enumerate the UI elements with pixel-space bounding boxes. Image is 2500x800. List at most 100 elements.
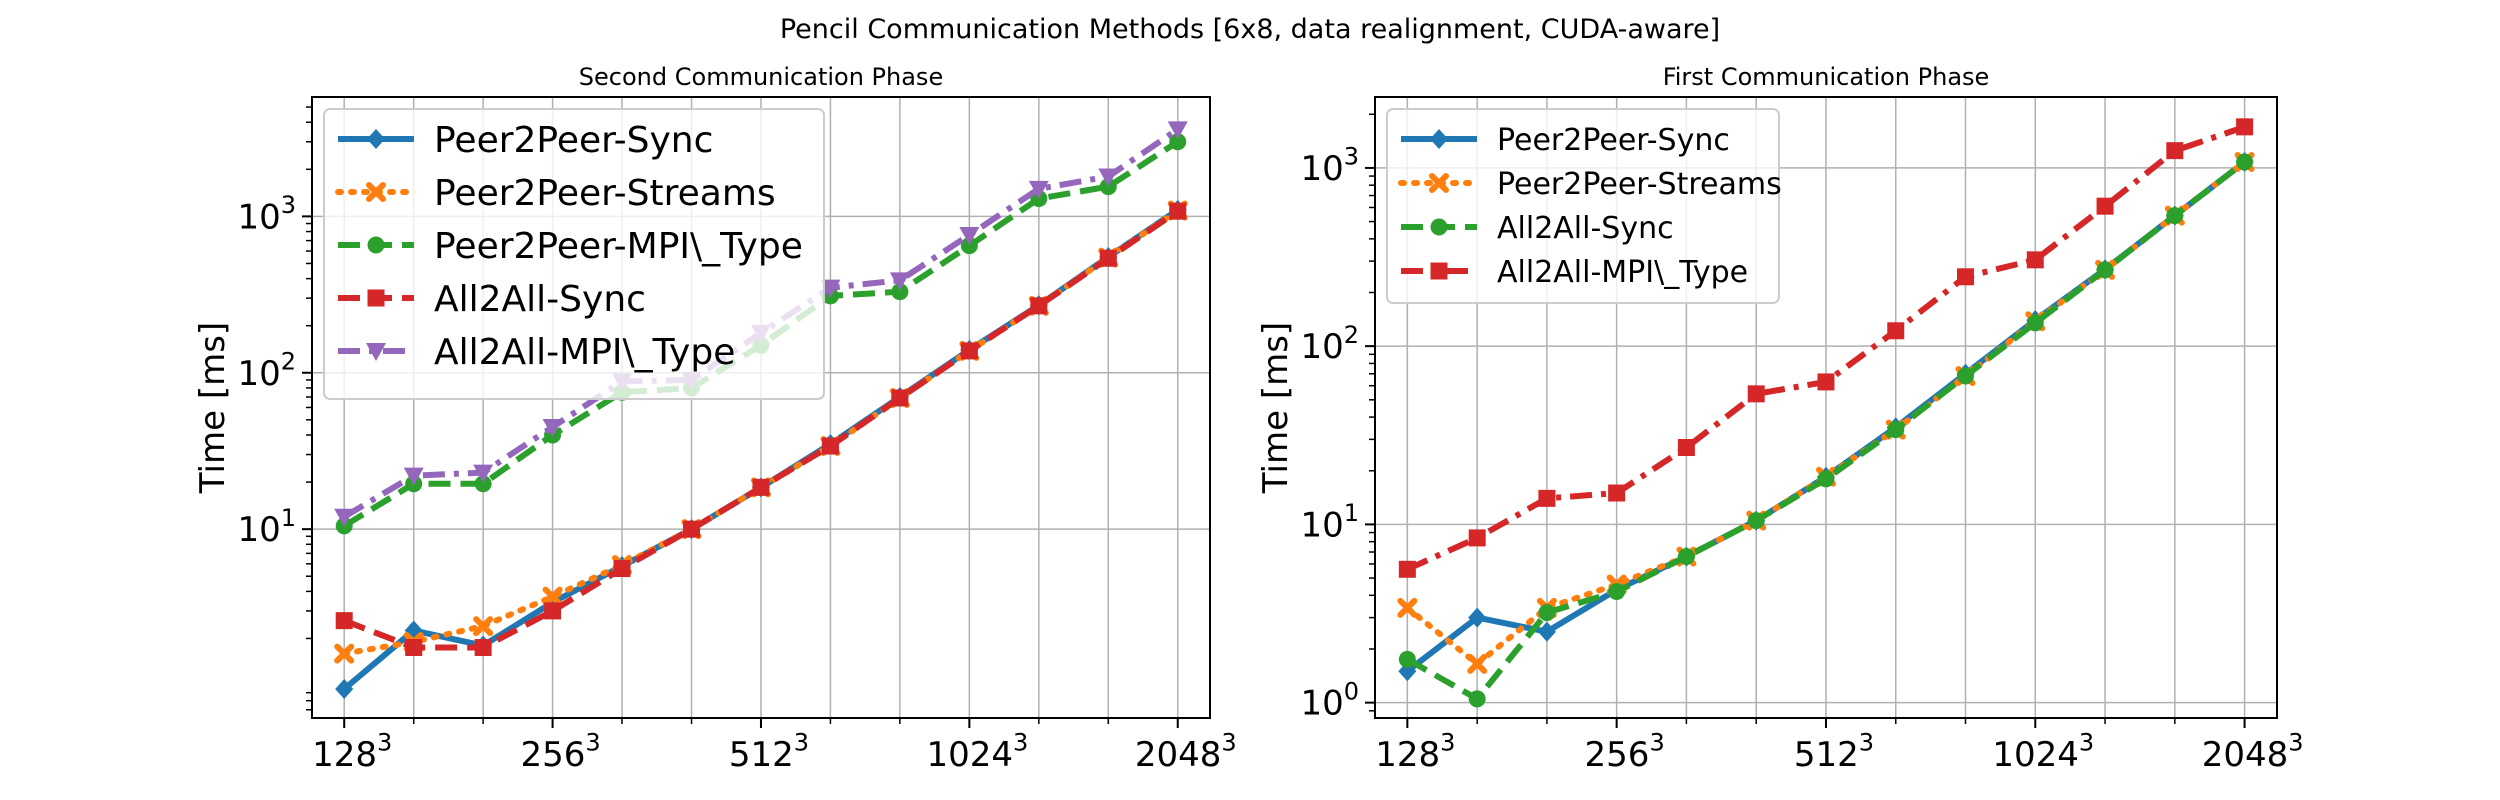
legend-label: All2All-MPI\_Type	[1497, 255, 1748, 290]
data-point	[473, 464, 494, 483]
x-tick-label: 5123	[1794, 729, 1874, 775]
data-point	[960, 342, 978, 360]
data-point	[1099, 178, 1117, 196]
data-point	[1398, 650, 1416, 668]
data-point	[474, 639, 492, 657]
legend-marker	[1430, 129, 1448, 149]
legend-item-peer2peer-streams: Peer2Peer-Streams	[335, 173, 776, 214]
y-tick-label: 100	[1300, 677, 1359, 723]
data-point	[1538, 604, 1556, 622]
data-point	[1398, 560, 1416, 578]
data-point	[1817, 373, 1835, 391]
chart-first-communication-phase: First Communication Phase Time [ms] 100 101…	[1256, 63, 2304, 775]
data-point	[2096, 261, 2114, 279]
data-point	[820, 279, 841, 298]
data-point	[752, 478, 770, 496]
x-tick-label: 20483	[2202, 729, 2304, 775]
data-point	[542, 419, 563, 438]
legend-label: Peer2Peer-Sync	[434, 120, 713, 161]
x-tick-label: 1283	[312, 729, 392, 775]
y-tick-label: 101	[1300, 499, 1359, 545]
x-tick-label: 2563	[1585, 729, 1665, 775]
x-tick-label: 10243	[926, 729, 1028, 775]
data-point	[1887, 322, 1905, 340]
data-point	[1467, 653, 1488, 674]
x-tick-label: 1283	[1375, 729, 1455, 775]
data-point	[2166, 207, 2184, 225]
legend-marker	[1430, 262, 1448, 280]
y-tick-label: 102	[237, 347, 296, 393]
data-point	[542, 586, 563, 607]
plot-area	[1397, 118, 2255, 708]
data-point	[1468, 607, 1487, 628]
y-tick-label: 101	[237, 504, 296, 550]
data-point	[1099, 249, 1117, 267]
data-point	[683, 520, 701, 538]
data-point	[1028, 180, 1049, 199]
axes-frame	[311, 96, 1211, 719]
data-point	[1956, 268, 1974, 286]
legend-marker	[367, 129, 385, 149]
data-point	[2236, 118, 2254, 136]
legend-label: Peer2Peer-Sync	[1497, 123, 1730, 158]
chart-title: Second Communication Phase	[579, 63, 943, 91]
x-tick-label: 5123	[729, 729, 809, 775]
chart-title: First Communication Phase	[1663, 63, 1990, 91]
figure-suptitle: Pencil Communication Methods [6x8, data …	[780, 14, 1720, 45]
legend-box	[1386, 108, 1780, 304]
y-tick-label: 103	[1300, 143, 1359, 189]
legend-item-peer2peer-streams: Peer2Peer-Streams	[1398, 167, 1782, 202]
legend: Peer2Peer-Sync Peer2Peer-Streams All2All-S…	[1386, 108, 1782, 304]
legend-item-peer2peer-sync: Peer2Peer-Sync	[1401, 123, 1730, 158]
data-point	[1956, 367, 1974, 385]
x-tick-label: 20483	[1135, 729, 1237, 775]
legend-label: Peer2Peer-MPI\_Type	[434, 226, 803, 267]
legend-item-all2all-mpi-type: All2All-MPI\_Type	[1401, 255, 1748, 290]
series-all2all-sync	[335, 202, 1187, 657]
data-point	[2026, 251, 2044, 269]
legend-item-peer2peer-mpi-type: Peer2Peer-MPI\_Type	[338, 226, 803, 267]
data-point	[1538, 489, 1556, 507]
data-point	[2026, 314, 2044, 332]
y-ticks: 101 102 103	[237, 106, 312, 711]
data-point	[1608, 484, 1626, 502]
y-tick-label: 102	[1300, 321, 1359, 367]
legend-item-all2all-sync: All2All-Sync	[338, 279, 646, 320]
data-point	[1468, 690, 1486, 708]
data-point	[1167, 121, 1188, 140]
legend-item-all2all-mpi-type: All2All-MPI\_Type	[338, 332, 735, 373]
data-point	[2236, 153, 2254, 171]
data-point	[1817, 470, 1835, 488]
data-point	[1747, 512, 1765, 530]
x-tick-label: 2563	[520, 729, 600, 775]
data-point	[1397, 597, 1418, 618]
data-point	[1537, 621, 1556, 642]
legend-marker	[367, 236, 385, 254]
data-point	[474, 475, 492, 493]
legend-label: Peer2Peer-Streams	[1497, 167, 1782, 202]
data-point	[335, 612, 353, 630]
legend-label: All2All-MPI\_Type	[434, 332, 735, 373]
data-point	[891, 389, 909, 407]
legend-marker	[1429, 173, 1449, 193]
axes-frame	[1374, 96, 2278, 719]
x-ticks: 1283 2563 5123 10243 20483	[1375, 718, 2304, 775]
data-point	[335, 679, 354, 700]
data-point	[889, 272, 910, 291]
legend-marker	[1430, 218, 1448, 236]
data-point	[1030, 297, 1048, 315]
data-point	[1887, 421, 1905, 439]
data-point	[334, 643, 355, 664]
x-ticks: 1283 2563 5123 10243 20483	[312, 718, 1237, 775]
data-point	[405, 639, 423, 657]
y-tick-label: 103	[237, 191, 296, 237]
data-point	[1747, 385, 1765, 403]
data-point	[403, 467, 424, 486]
y-axis-label: Time [ms]	[193, 322, 233, 494]
y-ticks: 100 101 102 103	[1300, 113, 1375, 724]
data-point	[334, 508, 355, 527]
data-point	[1169, 202, 1187, 220]
legend-item-peer2peer-sync: Peer2Peer-Sync	[338, 120, 713, 161]
legend-marker	[366, 182, 386, 202]
data-point	[891, 283, 909, 301]
